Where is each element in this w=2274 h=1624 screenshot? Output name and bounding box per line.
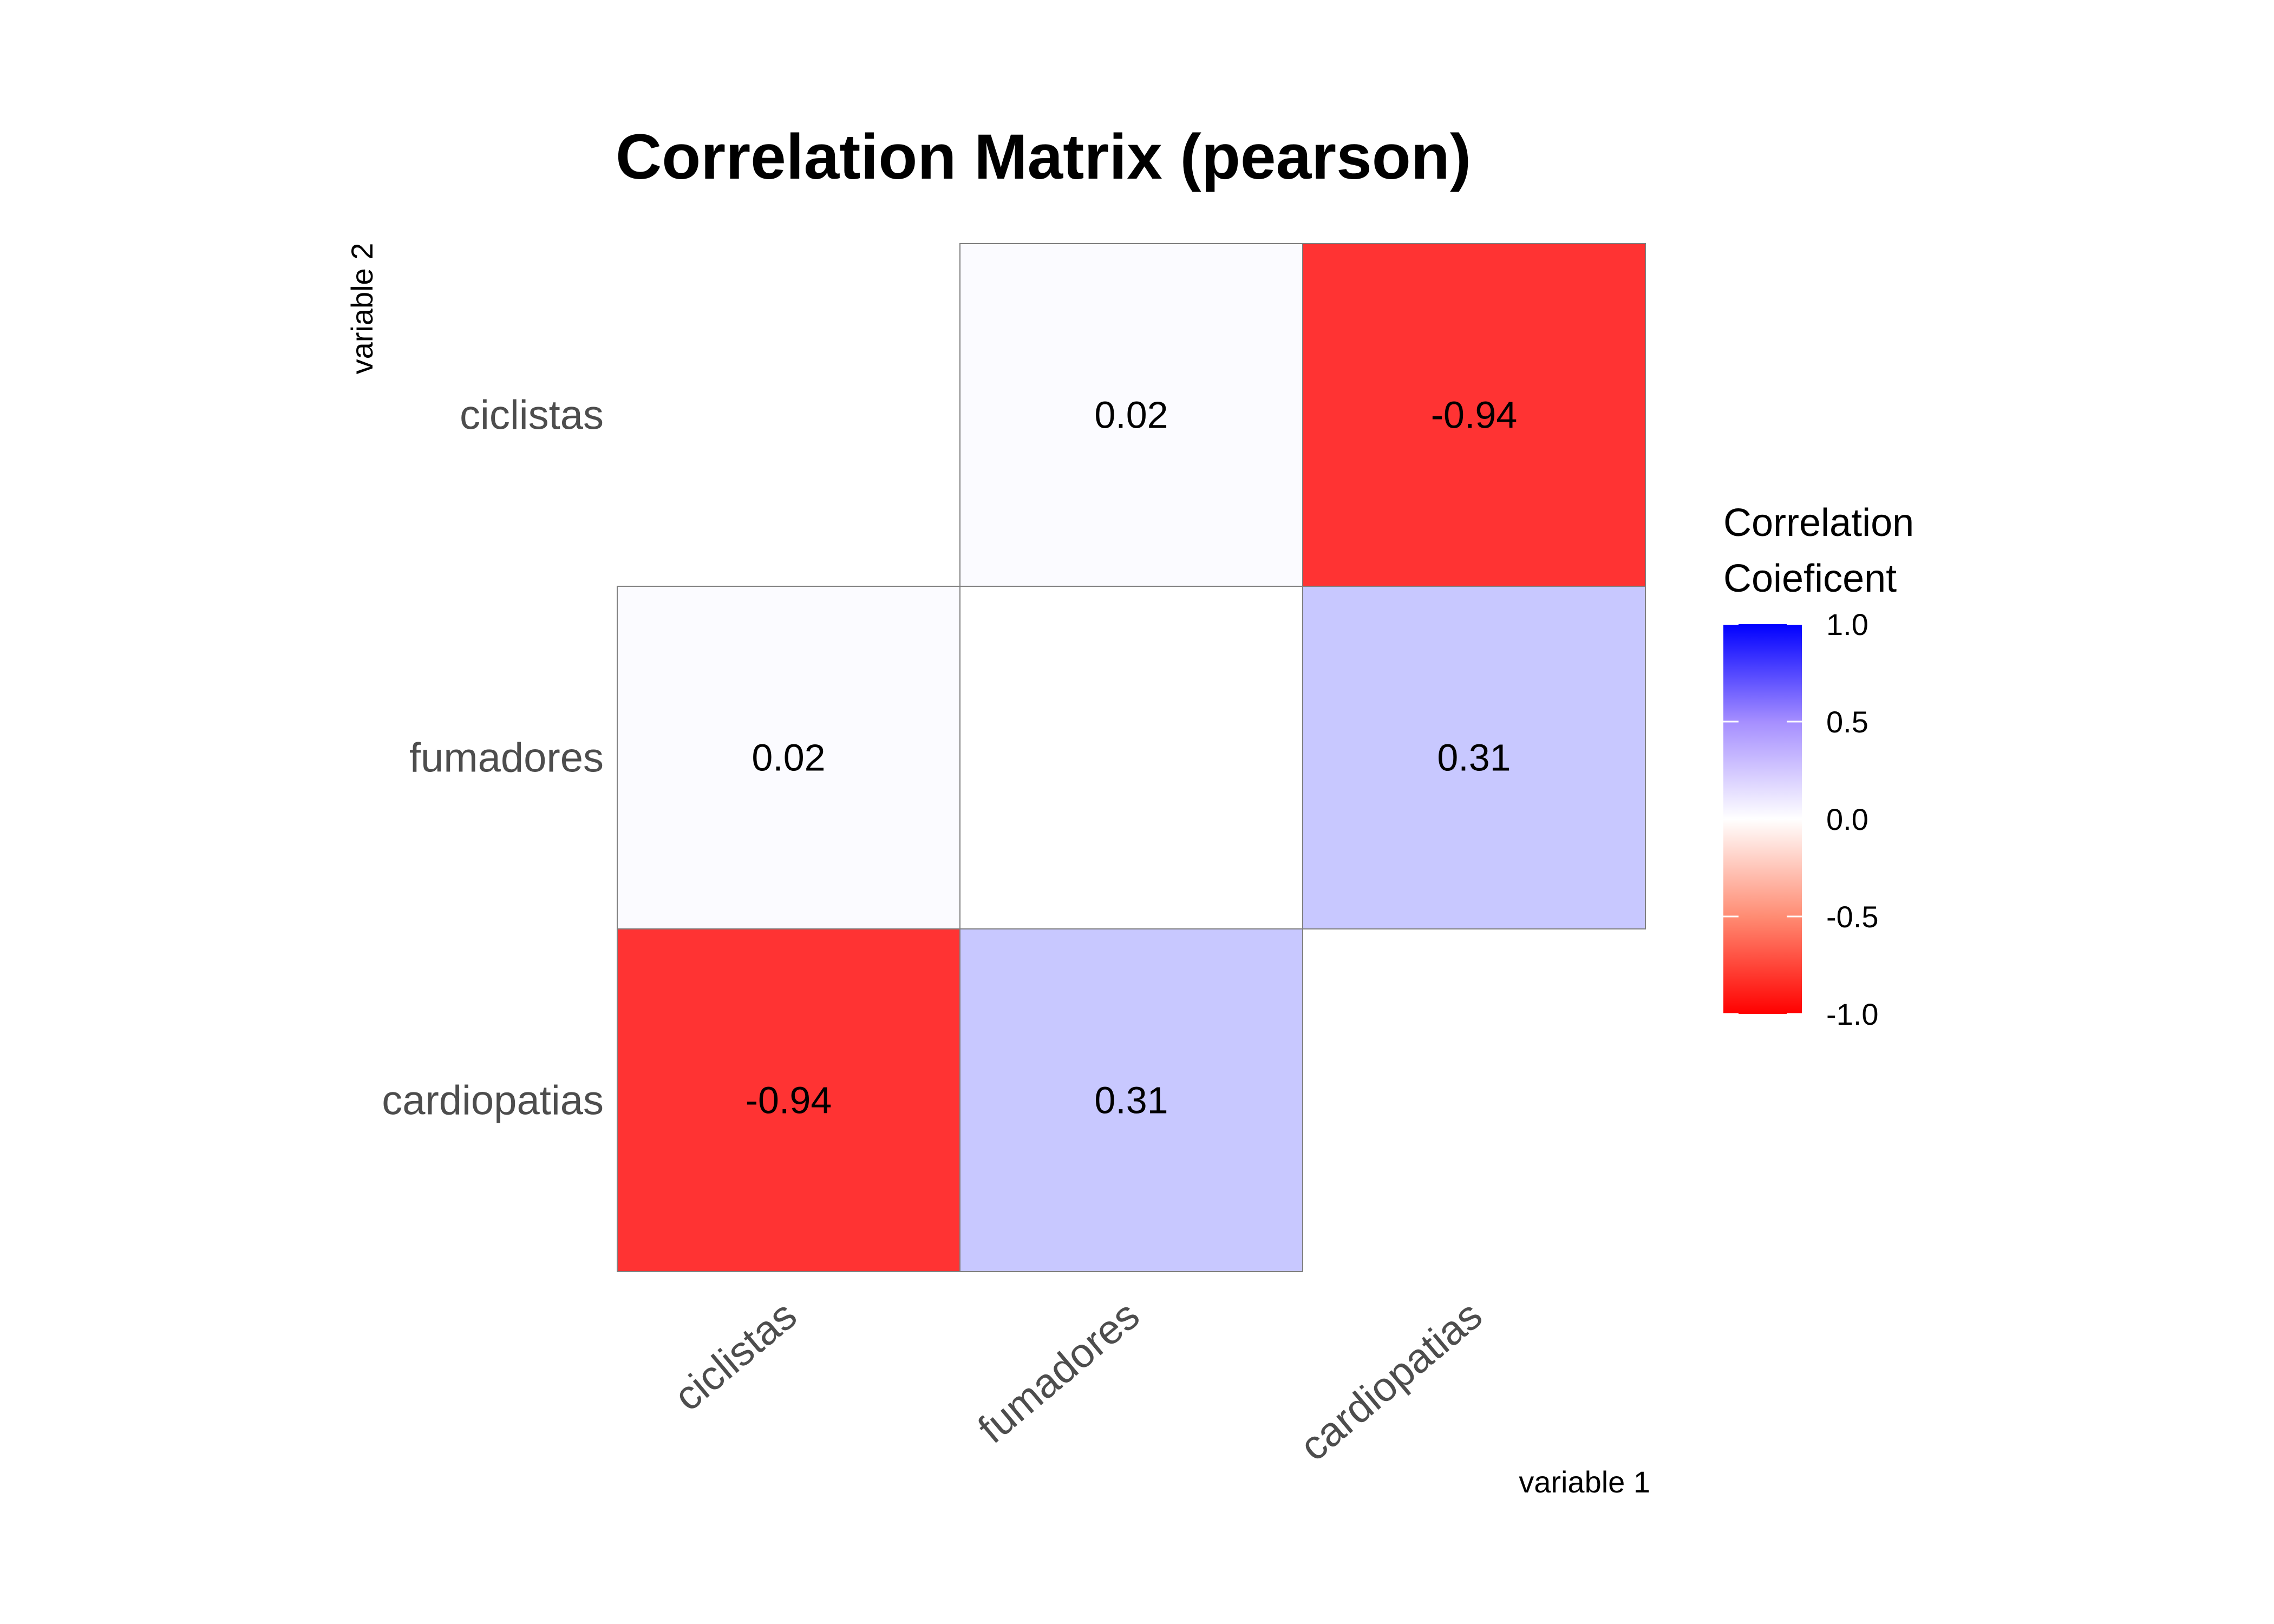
legend-title-line-2: Coieficent [1723, 557, 1897, 600]
cell-value-label: 0.02 [1094, 394, 1168, 436]
legend-tick-label: 1.0 [1826, 607, 1868, 641]
heatmap-cell [1302, 243, 1646, 587]
legend-tick-label: -0.5 [1826, 900, 1879, 934]
x-axis-ticks: ciclistas fumadores cardiopatias [665, 1292, 1491, 1470]
x-axis-title: variable 1 [1519, 1465, 1650, 1499]
cell-value-label: -0.94 [1431, 394, 1518, 436]
heatmap-cell [1302, 586, 1646, 929]
x-tick-label: cardiopatias [1291, 1292, 1491, 1470]
chart-title: Correlation Matrix (pearson) [616, 121, 1471, 193]
y-tick-label: ciclistas [460, 392, 604, 438]
heatmap-cell [959, 586, 1303, 929]
legend-title-line-1: Correlation [1723, 501, 1914, 545]
legend-tick-label: -1.0 [1826, 997, 1879, 1031]
x-tick-label: fumadores [970, 1292, 1148, 1452]
y-axis-ticks: ciclistas fumadores cardiopatias [382, 392, 604, 1124]
heatmap-cells: 0.02 -0.94 0.02 0.31 -0.94 0.31 [617, 243, 1646, 1272]
legend-tick-label: 0.0 [1826, 802, 1868, 836]
y-axis-title: variable 2 [345, 243, 379, 375]
color-legend: Correlation Coieficent 1.0 0.5 0.0 -0.5 -1.0 [1723, 501, 1914, 1031]
cell-value-label: 0.31 [1437, 737, 1511, 779]
legend-ticks: 1.0 0.5 0.0 -0.5 -1.0 [1723, 607, 1879, 1031]
y-tick-label: fumadores [409, 735, 604, 781]
heatmap-cell [959, 928, 1303, 1272]
heatmap-cell [617, 928, 960, 1272]
y-tick-label: cardiopatias [382, 1078, 604, 1124]
cell-value-label: 0.31 [1094, 1079, 1168, 1122]
heatmap-cell [617, 586, 960, 929]
x-tick-label: ciclistas [665, 1292, 805, 1420]
legend-tick-label: 0.5 [1826, 705, 1868, 739]
heatmap-cell [959, 243, 1303, 587]
cell-value-label: 0.02 [752, 737, 825, 779]
cell-value-label: -0.94 [746, 1079, 832, 1122]
